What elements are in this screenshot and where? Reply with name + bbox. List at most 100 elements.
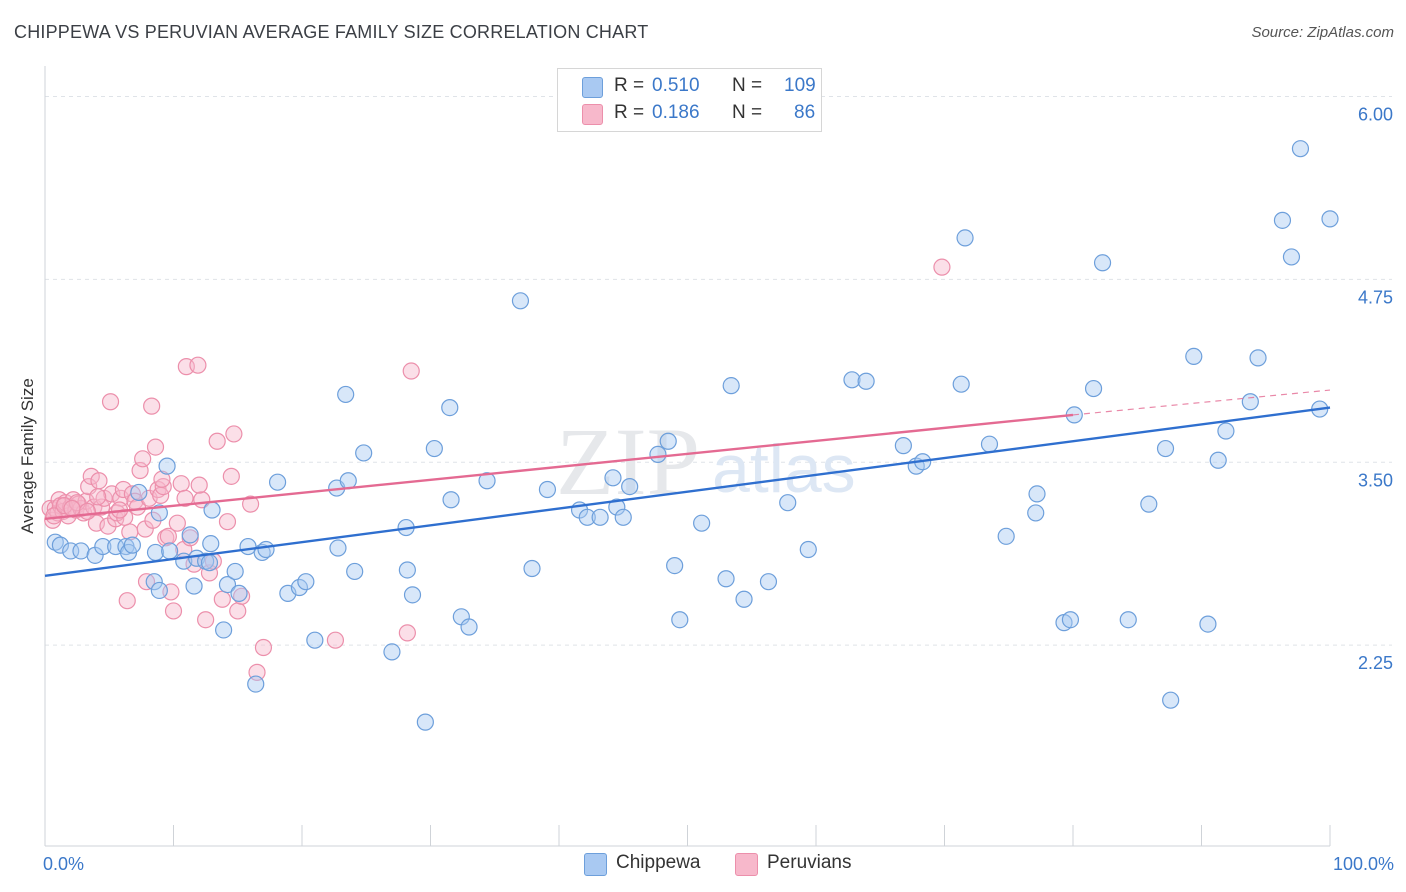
chippewa-legend-label: Chippewa [616,852,701,873]
chippewa-point [297,573,315,591]
chippewa-point [145,573,163,591]
peruvians-point [164,602,183,620]
chippewa-point [1027,504,1045,522]
chippewa-point [722,377,740,395]
chippewa-point [72,542,90,560]
chippewa-point [511,292,530,310]
chart-title: CHIPPEWA VS PERUVIAN AVERAGE FAMILY SIZE… [14,22,649,42]
stats-legend: R = 0.510 N = 109 R = 0.186 N = 86 [557,68,822,132]
peruvians-point [189,356,207,374]
y-tick-label: 2.25 [1358,653,1393,673]
chippewa-point [614,508,632,526]
chippewa-point [290,578,309,597]
watermark: ZIP atlas [556,408,856,515]
peruvians-trend-line [44,413,1074,520]
chippewa-point [1249,349,1267,367]
chippewa-point [735,590,753,608]
legend-r-value: 0.186 [652,102,700,123]
chippewa-point [1061,611,1080,629]
chippewa-point [306,631,324,649]
chippewa-points [46,140,1339,731]
chippewa-point [952,375,970,393]
chippewa-point [181,526,199,544]
chippewa-point [857,372,875,390]
chippewa-point [604,469,622,487]
chippewa-point [441,398,459,417]
chippewa-point [621,477,639,496]
chippewa-point [123,536,141,554]
chippewa-point [346,562,364,581]
axes [44,66,1331,847]
chippewa-point [671,611,689,629]
chippewa-point [130,483,148,502]
chippewa-point [46,533,64,551]
peruvians-point [134,450,152,468]
chippewa-point [1185,347,1203,365]
peruvians-point [153,470,171,488]
legend-r-label: R = [614,75,645,96]
chippewa-point [158,457,176,475]
chippewa-point [1156,439,1175,458]
peruvians-point [168,514,186,532]
peruvians-points [41,258,951,681]
chippewa-point [666,556,684,575]
peruvians-swatch [582,104,603,125]
y-tick-label: 4.75 [1358,287,1393,307]
legend-n-label: N = [732,75,763,96]
chippewa-point [398,561,416,579]
y-tick-label: 6.00 [1358,105,1393,125]
chippewa-point [1093,254,1112,272]
chippewa-trend-line [44,406,1331,578]
legend-n-label: N = [732,102,763,123]
peruvians-point [326,631,345,649]
peruvians-point [197,611,215,629]
chippewa-point [894,437,912,455]
chart-source: Source: ZipAtlas.com [1251,24,1394,41]
chippewa-point [94,537,112,556]
chippewa-point [659,432,677,450]
peruvians-point [78,502,97,521]
peruvians-point [218,513,237,531]
chippewa-legend-swatch [584,853,607,876]
peruvians-point [128,498,147,516]
peruvians-point [159,527,177,545]
peruvians-point [398,624,416,642]
peruvians-trend-extension [1072,389,1331,416]
chippewa-point [339,472,357,490]
legend-r-label: R = [614,102,645,123]
chippewa-point [416,713,434,731]
chippewa-point [257,540,275,559]
chippewa-point [1291,140,1310,158]
peruvians-point [233,587,251,605]
peruvians-legend-label: Peruvians [767,852,852,873]
chippewa-point [460,618,478,636]
chippewa-point [1321,210,1339,228]
chippewa-point [799,540,817,559]
legend-n-value: 86 [794,102,816,123]
chippewa-point [146,543,165,562]
chippewa-point [329,539,347,557]
peruvians-point [90,472,108,490]
chippewa-point [150,581,168,600]
tick-labels: 6.00 4.75 3.50 2.25 0.0% 100.0% [43,105,1394,874]
chippewa-point [1209,451,1227,469]
x-tick-label-end: 100.0% [1333,854,1394,874]
chippewa-point [1028,485,1046,503]
peruvians-point [101,393,120,411]
peruvians-point [143,397,161,415]
chippewa-point [202,535,220,553]
peruvians-point [190,476,208,494]
chippewa-point [693,514,711,532]
peruvians-legend-swatch [735,853,758,876]
peruvians-point [242,495,260,513]
chippewa-point [759,573,778,591]
peruvians-point [254,638,273,657]
peruvians-point [225,425,243,443]
chippewa-point [1273,211,1292,229]
chippewa-point [215,621,233,639]
chippewa-point [1084,379,1103,398]
chippewa-point [649,445,667,464]
chippewa-point [247,675,265,693]
chippewa-point [1162,691,1180,709]
